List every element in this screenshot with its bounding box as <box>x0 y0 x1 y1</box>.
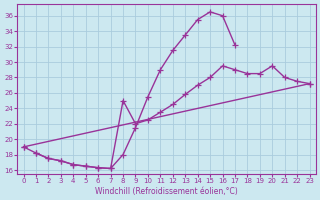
X-axis label: Windchill (Refroidissement éolien,°C): Windchill (Refroidissement éolien,°C) <box>95 187 238 196</box>
